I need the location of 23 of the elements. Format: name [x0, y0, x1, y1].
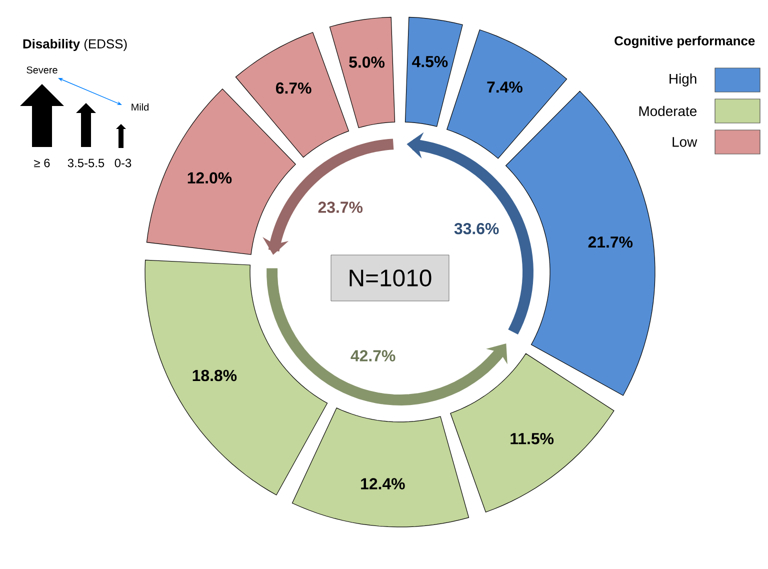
text: 33.6%	[454, 222, 499, 234]
data-label: 21.7%	[588, 236, 633, 248]
text: N=1010	[350, 270, 432, 286]
data-label: 7.4%	[487, 81, 522, 93]
text: Disability (EDSS)	[23, 38, 127, 52]
data-label: 5.0%	[349, 56, 385, 68]
text: 42.7%	[350, 350, 396, 362]
text: 0-3	[114, 158, 132, 168]
data-label: 11.5%	[510, 433, 554, 444]
text: Moderate	[639, 106, 697, 116]
text: Mild	[132, 103, 149, 111]
data-label: 6.7%	[276, 82, 312, 94]
data-label: 18.8%	[192, 370, 237, 382]
text: High	[670, 73, 696, 86]
text: 3.5-5.5	[68, 158, 104, 168]
text: Low	[672, 137, 698, 147]
text: 23.7%	[318, 202, 363, 213]
data-label: 12.0%	[188, 172, 232, 184]
text: Severe	[26, 66, 58, 74]
data-label: 4.5%	[412, 56, 448, 68]
legend-title: Cognitive performance	[614, 36, 755, 48]
text: ≥ 6	[34, 158, 50, 168]
data-label: 12.4%	[361, 478, 405, 490]
